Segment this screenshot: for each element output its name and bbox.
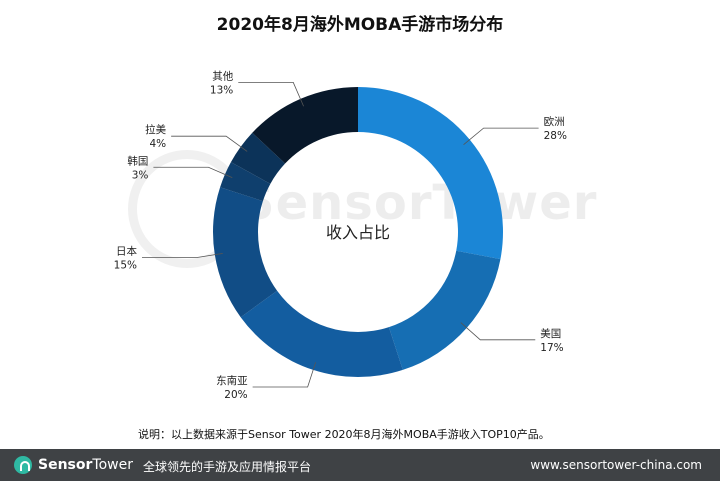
donut-slice-5: [230, 132, 286, 184]
leader-line-1: [460, 322, 536, 341]
donut-slice-0: [358, 87, 503, 260]
slice-value-1: 17%: [540, 342, 563, 354]
slice-value-6: 13%: [210, 84, 233, 96]
footer-slogan: 全球领先的手游及应用情报平台: [143, 460, 312, 474]
leader-line-0: [463, 127, 539, 145]
donut-slice-6: [252, 87, 358, 164]
slice-value-5: 4%: [149, 138, 166, 150]
footer-brand: SensorTower: [38, 457, 133, 473]
donut-slice-2: [240, 290, 403, 377]
watermark: SensorTower: [240, 175, 598, 231]
slice-label-3: 日本: [116, 244, 137, 257]
footer-brand-tower: Tower: [92, 457, 133, 473]
slice-value-2: 20%: [224, 389, 247, 401]
footer-bar: SensorTower 全球领先的手游及应用情报平台 www.sensortow…: [0, 449, 720, 481]
slice-value-3: 15%: [114, 259, 137, 271]
leader-line-5: [171, 135, 248, 152]
leader-line-6: [238, 82, 304, 107]
donut-slice-3: [213, 187, 278, 318]
slice-label-5: 拉美: [145, 123, 166, 136]
slice-label-6: 其他: [212, 69, 233, 82]
leader-line-4: [153, 166, 233, 178]
chart-title: 2020年8月海外MOBA手游市场分布: [216, 15, 504, 35]
leader-line-2: [252, 362, 317, 388]
leader-line-3: [142, 253, 223, 258]
donut-slice-1: [388, 250, 501, 370]
sensortower-logo-icon: [14, 456, 32, 474]
donut-slice-4: [220, 162, 271, 202]
footer-brand-sensor: Sensor: [38, 457, 93, 473]
slice-value-4: 3%: [132, 169, 149, 181]
slice-label-1: 美国: [540, 327, 561, 340]
footnote: 说明：以上数据来源于Sensor Tower 2020年8月海外MOBA手游收入…: [138, 428, 550, 441]
donut-chart: 欧洲 28% 美国 17% 东南亚 20% 日本 15% 韩国 3% 拉美 4% 其他 13% 收入占比: [114, 69, 567, 401]
slice-label-0: 欧洲: [544, 116, 565, 128]
slice-value-0: 28%: [544, 130, 567, 142]
center-label: 收入占比: [326, 223, 390, 242]
slice-label-4: 韩国: [127, 154, 148, 167]
slice-label-2: 东南亚: [216, 374, 248, 387]
footer-url[interactable]: www.sensortower-china.com: [530, 458, 702, 472]
